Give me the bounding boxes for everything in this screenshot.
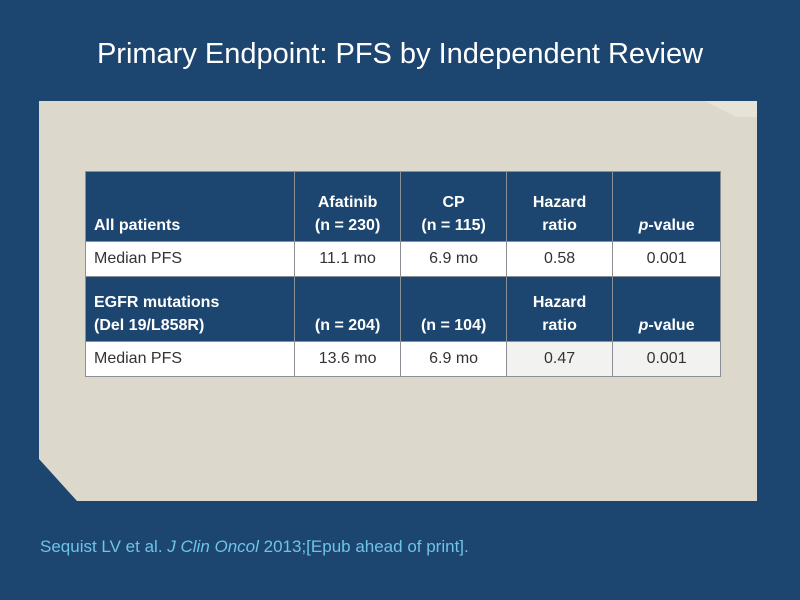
row1-pvalue: 0.001 [612,241,721,277]
header-cell-label: All patients [85,171,295,242]
header-cp-n: (n = 115) [421,217,486,234]
row2-cp: 6.9 mo [400,341,507,377]
pfs-table: All patients Afatinib (n = 230) CP (n = … [85,171,721,377]
header-cp-name: CP [442,194,465,211]
header-cell-cp: CP (n = 115) [400,171,507,242]
row1-hazard: 0.58 [505,241,614,277]
header-hazard-line2: ratio [542,217,577,234]
table-header-row: All patients Afatinib (n = 230) CP (n = … [85,171,721,242]
header-cell-hazard: Hazard ratio [505,171,614,242]
citation: Sequist LV et al. J Clin Oncol 2013;[Epu… [40,537,469,557]
header2-afatinib-n: (n = 204) [314,317,381,334]
header-all-patients: All patients [94,217,181,234]
header-pvalue-p: p [638,217,649,234]
header-pvalue-rest: -value [648,217,695,234]
table-header-row: EGFR mutations (Del 19/L858R) (n = 204) … [85,276,721,342]
header2-hazard-line2: ratio [542,317,577,334]
row2-afatinib: 13.6 mo [293,341,402,377]
header2-cp-n: (n = 104) [420,317,487,334]
row2-label: Median PFS [85,341,295,377]
header-egfr-line2: (Del 19/L858R) [94,317,205,334]
row2-hazard: 0.47 [505,341,614,377]
header2-cell-pvalue: p-value [612,276,721,342]
row2-pvalue: 0.001 [612,341,721,377]
header-cell-pvalue: p-value [612,171,721,242]
table-row: Median PFS 11.1 mo 6.9 mo 0.58 0.001 [85,241,721,277]
header2-cell-hazard: Hazard ratio [505,276,614,342]
header2-pvalue-rest: -value [648,317,695,334]
header-afatinib-name: Afatinib [317,194,378,211]
row1-cp: 6.9 mo [400,241,507,277]
header-cell-afatinib: Afatinib (n = 230) [293,171,402,242]
header-hazard-line1: Hazard [532,194,587,211]
header2-cell-label: EGFR mutations (Del 19/L858R) [85,276,295,342]
citation-rest: 2013;[Epub ahead of print]. [258,537,469,556]
header2-pvalue-p: p [638,317,649,334]
header2-cell-cp: (n = 104) [400,276,507,342]
slide-title: Primary Endpoint: PFS by Independent Rev… [96,38,704,70]
table-row: Median PFS 13.6 mo 6.9 mo 0.47 0.001 [85,341,721,377]
header2-hazard-line1: Hazard [532,294,587,311]
header-afatinib-n: (n = 230) [314,217,381,234]
citation-journal: J Clin Oncol [167,537,259,556]
citation-authors: Sequist LV et al. [40,537,168,556]
row1-label: Median PFS [85,241,295,277]
header-egfr-line1: EGFR mutations [94,294,220,311]
row1-afatinib: 11.1 mo [293,241,402,277]
header2-cell-afatinib: (n = 204) [293,276,402,342]
